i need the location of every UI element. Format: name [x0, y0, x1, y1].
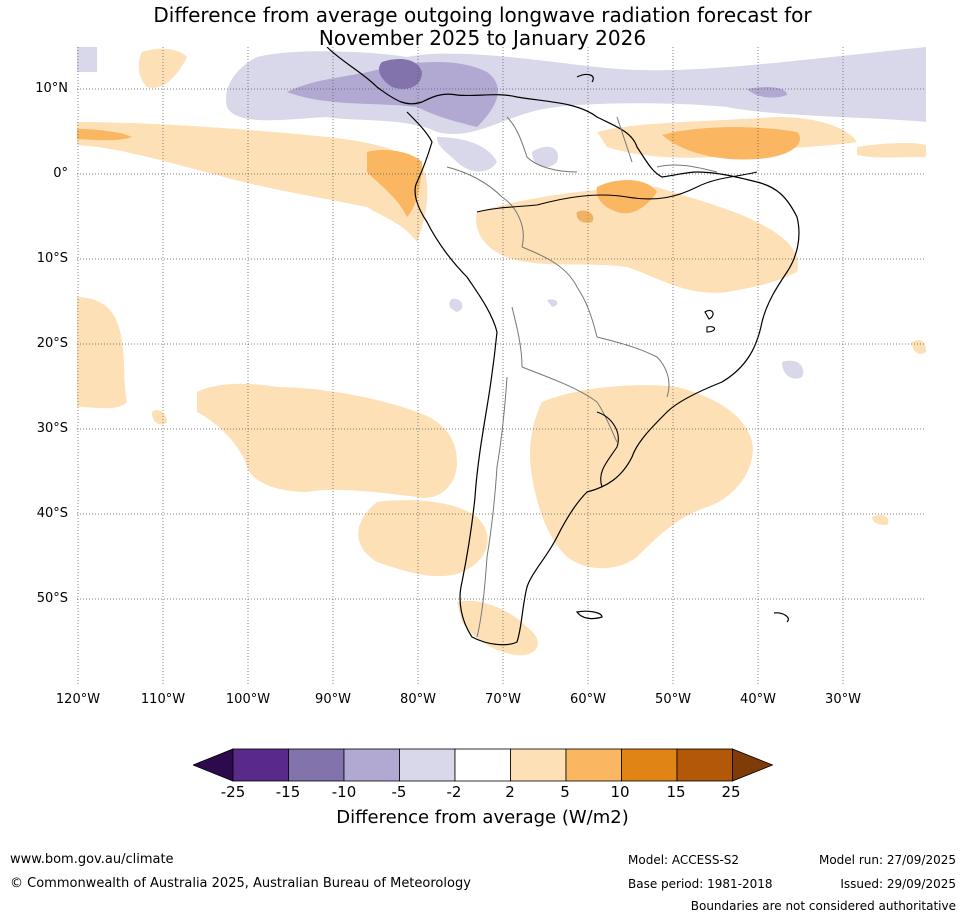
lat-label-20s: 20°S: [36, 336, 68, 351]
gridlines: [77, 47, 926, 685]
colorbar-tick: 10: [610, 783, 630, 801]
map-title: Difference from average outgoing longwav…: [0, 4, 965, 50]
boundary-disclaimer: Boundaries are not considered authoritat…: [690, 899, 956, 913]
lat-label-10s: 10°S: [36, 251, 68, 266]
lon-label-50w: 50°W: [655, 692, 691, 707]
model-run: Model run: 27/09/2025: [818, 853, 956, 867]
colorbar: [193, 748, 773, 782]
lon-label-40w: 40°W: [740, 692, 776, 707]
issued-date: Issued: 29/09/2025: [840, 877, 956, 891]
lat-label-30s: 30°S: [36, 421, 68, 436]
map-canvas: [77, 47, 926, 685]
colorbar-segment: [343, 748, 400, 782]
lon-label-60w: 60°W: [570, 692, 606, 707]
lon-label-30w: 30°W: [825, 692, 861, 707]
lon-label-100w: 100°W: [225, 692, 271, 707]
negative-anomaly-regions: [77, 47, 926, 379]
lon-label-110w: 110°W: [140, 692, 186, 707]
colorbar-label: Difference from average (W/m2): [336, 807, 629, 828]
country-borders: [446, 116, 718, 638]
colorbar-tick: 5: [560, 783, 570, 801]
colorbar-tick: -5: [391, 783, 407, 801]
lon-label-90w: 90°W: [315, 692, 351, 707]
colorbar-segment: [454, 748, 511, 782]
colorbar-tick: -10: [331, 783, 357, 801]
lon-label-120w: 120°W: [55, 692, 101, 707]
title-line-2: November 2025 to January 2026: [318, 26, 647, 50]
base-period: Base period: 1981-2018: [628, 877, 773, 891]
colorbar-tick: 25: [721, 783, 741, 801]
coastlines: [326, 47, 800, 646]
lon-label-80w: 80°W: [400, 692, 436, 707]
colorbar-segments: [193, 748, 773, 782]
colorbar-tick: 2: [505, 783, 515, 801]
colorbar-segment: [565, 748, 622, 782]
colorbar-segment: [288, 748, 345, 782]
title-line-1: Difference from average outgoing longwav…: [153, 3, 812, 27]
colorbar-arrow-left: [193, 748, 234, 782]
lat-label-0: 0°: [53, 166, 68, 181]
colorbar-tick: -2: [446, 783, 462, 801]
map-panel: [77, 47, 926, 685]
model-name: Model: ACCESS-S2: [628, 853, 740, 867]
colorbar-segment: [676, 748, 733, 782]
lon-label-70w: 70°W: [485, 692, 521, 707]
colorbar-tick: -15: [275, 783, 301, 801]
lat-label-40s: 40°S: [36, 506, 68, 521]
anomaly-patch: [576, 210, 594, 223]
colorbar-segment: [510, 748, 567, 782]
website-link[interactable]: www.bom.gov.au/climate: [10, 852, 174, 867]
rivers: [476, 171, 758, 488]
colorbar-tick: 15: [666, 783, 686, 801]
positive-anomaly-regions: [77, 48, 926, 656]
colorbar-segment: [399, 748, 456, 782]
lat-label-50s: 50°S: [36, 591, 68, 606]
colorbar-segment: [621, 748, 678, 782]
copyright: © Commonwealth of Australia 2025, Austra…: [10, 876, 471, 891]
lat-label-10n: 10°N: [35, 81, 68, 96]
colorbar-segment: [232, 748, 289, 782]
colorbar-tick: -25: [220, 783, 246, 801]
colorbar-arrow-right: [732, 748, 773, 782]
